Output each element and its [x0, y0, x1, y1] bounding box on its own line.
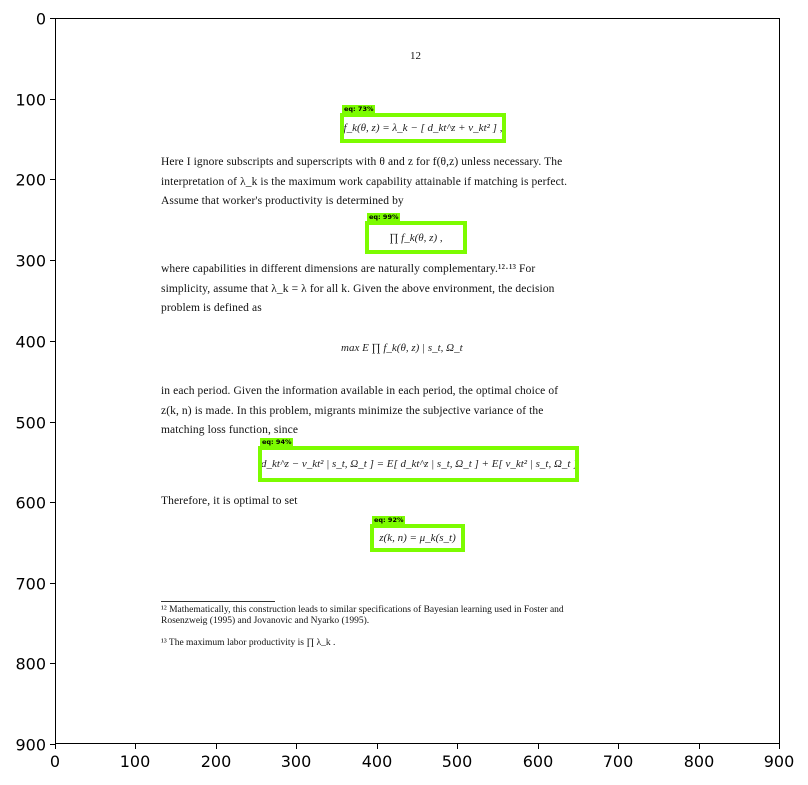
y-tick [50, 260, 55, 261]
equation-box: [ d_kt^z − ν_kt² | s_t, Ω_t ] = E[ d_kt^… [258, 446, 579, 482]
equation-confidence-tag: eq: 94% [260, 438, 294, 446]
y-tick [50, 18, 55, 19]
text-line: Assume that worker's productivity is det… [161, 195, 404, 207]
x-tick-label: 400 [361, 752, 393, 771]
text-line: Therefore, it is optimal to set [161, 495, 298, 507]
equation-box: ∏ f_k(θ, z) , [365, 221, 467, 254]
x-tick [135, 744, 136, 749]
paragraph: in each period. Given the information av… [161, 382, 558, 441]
equation-text: f_k(θ, z) = λ_k − [ d_kt^z + ν_kt² ] , [343, 122, 503, 134]
x-tick-label: 900 [763, 752, 795, 771]
footnote-line: ¹³ The maximum labor productivity is ∏ λ… [161, 638, 336, 648]
text-line: simplicity, assume that λ_k = λ for all … [161, 282, 555, 295]
equation-box: z(k, n) = μ_k(s_t) [370, 524, 465, 552]
text-line: where capabilities in different dimensio… [161, 263, 536, 275]
text-line: in each period. Given the information av… [161, 385, 559, 397]
y-tick [50, 502, 55, 503]
y-tick-label: 100 [15, 90, 46, 110]
text-line: z(k, n) is made. In this problem, migran… [161, 404, 544, 417]
x-tick [377, 744, 378, 749]
equation-text: ∏ f_k(θ, z) , [389, 231, 443, 244]
equation-text: z(k, n) = μ_k(s_t) [379, 532, 456, 544]
y-tick-label: 200 [15, 170, 46, 190]
y-tick [50, 341, 55, 342]
x-tick-label: 700 [602, 752, 634, 771]
x-tick [296, 744, 297, 749]
y-tick [50, 583, 55, 584]
equation-box: f_k(θ, z) = λ_k − [ d_kt^z + ν_kt² ] , [340, 113, 506, 143]
paragraph: Here I ignore subscripts and superscript… [161, 153, 567, 212]
y-tick-label: 0 [35, 9, 46, 29]
footnote-line: Rosenzweig (1995) and Jovanovic and Nyar… [161, 616, 370, 626]
text-line: matching loss function, since [161, 424, 299, 436]
y-tick [50, 422, 55, 423]
equation-confidence-tag: eq: 99% [367, 213, 401, 221]
x-tick [779, 744, 780, 749]
x-tick-label: 0 [49, 752, 61, 771]
x-tick [699, 744, 700, 749]
equation-confidence-tag: eq: 73% [342, 105, 376, 113]
y-tick [50, 744, 55, 745]
y-tick-label: 500 [15, 413, 46, 433]
y-tick-label: 300 [15, 251, 46, 271]
y-tick [50, 663, 55, 664]
footnote: ¹³ The maximum labor productivity is ∏ λ… [161, 638, 335, 649]
x-tick [618, 744, 619, 749]
footnote-line: ¹² Mathematically, this construction lea… [161, 605, 564, 615]
footnote: ¹² Mathematically, this construction lea… [161, 605, 564, 627]
x-tick [457, 744, 458, 749]
y-tick [50, 99, 55, 100]
y-tick-label: 400 [15, 332, 46, 352]
display-equation: max E ∏ f_k(θ, z) | s_t, Ω_t [341, 342, 463, 354]
footnote-rule [161, 601, 275, 602]
text-line: problem is defined as [161, 302, 262, 314]
x-tick [538, 744, 539, 749]
y-tick [50, 179, 55, 180]
y-tick-label: 800 [15, 654, 46, 674]
x-tick [55, 744, 56, 749]
text-line: interpretation of λ_k is the maximum wor… [161, 175, 568, 188]
equation-text: [ d_kt^z − ν_kt² | s_t, Ω_t ] = E[ d_kt^… [258, 458, 579, 470]
x-tick-label: 600 [522, 752, 554, 771]
page-number: 12 [410, 50, 421, 62]
x-tick-label: 800 [683, 752, 715, 771]
x-tick [216, 744, 217, 749]
x-tick-label: 500 [441, 752, 473, 771]
y-tick-label: 900 [15, 735, 46, 755]
y-tick-label: 700 [15, 574, 46, 594]
text-line: Here I ignore subscripts and superscript… [161, 156, 563, 168]
paragraph: where capabilities in different dimensio… [161, 260, 555, 319]
x-tick-label: 200 [200, 752, 232, 771]
equation-confidence-tag: eq: 92% [372, 516, 406, 524]
x-tick-label: 100 [119, 752, 151, 771]
y-tick-label: 600 [15, 493, 46, 513]
x-tick-label: 300 [280, 752, 312, 771]
paragraph: Therefore, it is optimal to set [161, 492, 298, 512]
